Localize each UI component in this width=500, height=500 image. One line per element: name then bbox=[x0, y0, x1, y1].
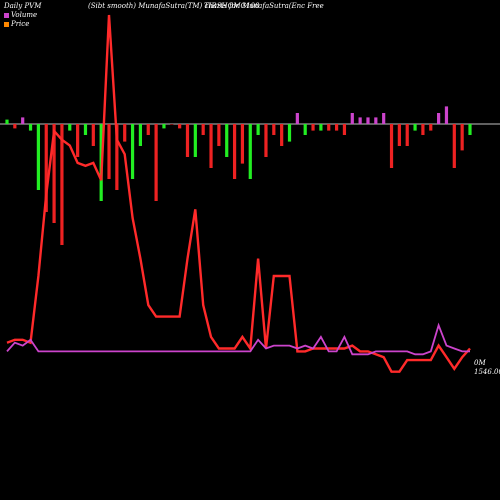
header-symbol: TIRSHOMG108 bbox=[204, 2, 260, 10]
legend-price: Price bbox=[4, 20, 29, 28]
pvm-bar bbox=[170, 124, 174, 125]
pvm-bar bbox=[209, 124, 213, 168]
price-line bbox=[6, 14, 471, 373]
pvm-bar bbox=[52, 124, 56, 223]
pvm-bar bbox=[358, 117, 362, 124]
pvm-bar bbox=[217, 124, 221, 146]
pvm-bar bbox=[60, 124, 64, 245]
pvm-bar bbox=[123, 124, 127, 142]
pvm-bar bbox=[162, 124, 166, 129]
pvm-bar bbox=[350, 113, 354, 124]
pvm-bar bbox=[76, 124, 80, 157]
pvm-bar bbox=[178, 124, 182, 129]
volume-line bbox=[6, 322, 470, 356]
pvm-bar bbox=[452, 124, 456, 168]
pvm-bar bbox=[36, 124, 40, 190]
pvm-bar bbox=[5, 119, 9, 124]
header-left: Daily PVM bbox=[4, 2, 42, 10]
pvm-bar bbox=[280, 124, 284, 146]
legend-price-label: Price bbox=[11, 20, 30, 28]
pvm-bar bbox=[107, 124, 111, 179]
pvm-bar bbox=[264, 124, 268, 157]
legend-volume-swatch bbox=[4, 12, 9, 18]
pvm-bar bbox=[366, 117, 370, 124]
pvm-bar bbox=[421, 124, 425, 135]
pvm-bar bbox=[460, 124, 464, 151]
legend-volume-label: Volume bbox=[11, 11, 38, 19]
pvm-bar bbox=[413, 124, 417, 131]
pvm-bar bbox=[154, 124, 158, 201]
pvm-bar bbox=[248, 124, 252, 179]
pvm-bar bbox=[44, 124, 48, 212]
pvm-bar bbox=[311, 124, 315, 131]
pvm-bar bbox=[374, 117, 378, 124]
pvm-bar bbox=[397, 124, 401, 146]
pvm-bar bbox=[13, 124, 17, 129]
pvm-bar bbox=[28, 124, 33, 131]
pvm-bar bbox=[68, 124, 72, 131]
pvm-bar bbox=[327, 124, 331, 131]
pvm-bar bbox=[232, 124, 237, 179]
pvm-bar bbox=[437, 113, 441, 124]
pvm-bar bbox=[389, 124, 394, 168]
pvm-bar bbox=[295, 113, 299, 124]
pvm-bar bbox=[201, 124, 205, 135]
pvm-bar bbox=[272, 124, 276, 135]
pvm-bar bbox=[130, 124, 135, 179]
pvm-bar bbox=[405, 124, 409, 146]
pvm-bar bbox=[342, 124, 347, 135]
pvm-bar bbox=[193, 124, 197, 157]
pvm-bar bbox=[444, 106, 449, 124]
pvm-bar bbox=[334, 124, 339, 131]
pvm-bar bbox=[429, 124, 433, 131]
pvm-bar bbox=[256, 124, 260, 135]
pvm-bar bbox=[21, 117, 25, 124]
pvm-bar bbox=[91, 124, 95, 146]
pvm-bar bbox=[83, 124, 88, 135]
pvm-bar bbox=[319, 124, 323, 131]
pvm-bar bbox=[225, 124, 229, 157]
legend-volume: Volume bbox=[4, 11, 37, 19]
pvm-bar bbox=[240, 124, 245, 164]
pvm-bar bbox=[185, 124, 190, 157]
volume-tag: 0M bbox=[474, 359, 486, 367]
legend-price-swatch bbox=[4, 21, 9, 27]
header-right: MunafaSutra(Enc Free bbox=[242, 2, 324, 10]
pvm-bar bbox=[382, 113, 386, 124]
pvm-bar bbox=[287, 124, 292, 142]
pvm-bar bbox=[138, 124, 143, 146]
header-middle: (Sibt smooth) MunafaSutra(TM) charts for bbox=[88, 2, 240, 10]
price-tag: 1546.00 bbox=[474, 368, 500, 376]
pvm-bar bbox=[146, 124, 150, 135]
pvm-bar bbox=[468, 124, 472, 135]
pvm-bar bbox=[115, 124, 119, 190]
pvm-bar bbox=[303, 124, 307, 135]
